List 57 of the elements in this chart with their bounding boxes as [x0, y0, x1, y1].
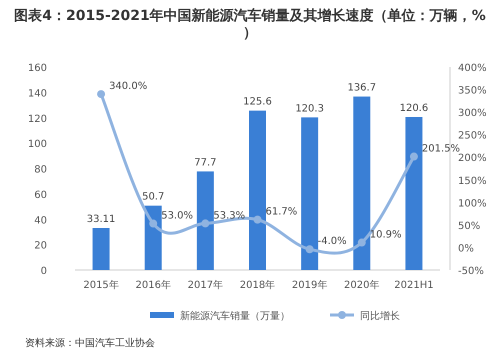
data-label: -4.0% — [318, 236, 347, 248]
data-label: 120.6 — [400, 102, 428, 114]
data-label: 61.7% — [266, 206, 298, 218]
y2-tick-label: -50% — [458, 266, 484, 277]
chart-title: 图表4：2015-2021年中国新能源汽车销量及其增长速度（单位：万辆，%） — [14, 7, 486, 41]
data-label: 77.7 — [194, 157, 216, 168]
x-tick-label: 2016年 — [135, 279, 171, 291]
point — [254, 216, 262, 224]
bar — [249, 110, 266, 270]
y-tick-label: 20 — [34, 240, 47, 252]
x-tick-label: 2021H1 — [394, 280, 434, 291]
bar — [301, 117, 318, 270]
point — [201, 219, 210, 228]
y-tick-label: 100 — [28, 139, 47, 150]
x-tick-label: 2017年 — [188, 279, 224, 291]
bar — [353, 96, 370, 270]
data-label: 125.6 — [243, 96, 272, 108]
y2-tick-label: 150% — [458, 176, 487, 187]
y-tick-label: 140 — [28, 88, 47, 100]
legend-label: 新能源汽车销量（万量） — [180, 310, 290, 322]
x-tick-label: 2018年 — [240, 279, 276, 291]
y2-tick-label: 0% — [458, 243, 474, 254]
data-label: 201.5% — [422, 144, 460, 155]
y2-tick-label: 250% — [458, 130, 487, 142]
data-label: 33.11 — [86, 214, 116, 225]
bar — [405, 116, 422, 270]
data-label: 10.9% — [370, 230, 402, 241]
data-label: 53.3% — [213, 210, 246, 222]
point — [410, 152, 418, 161]
y2-tick-label: 300% — [458, 108, 487, 120]
y2-tick-label: 100% — [458, 198, 487, 210]
point — [149, 220, 158, 228]
data-label: 50.7 — [142, 192, 164, 203]
data-label: 136.7 — [347, 82, 376, 94]
bar — [92, 228, 110, 270]
x-tick-label: 2020年 — [344, 279, 380, 291]
y-tick-label: 60 — [34, 190, 47, 201]
x-tick-label: 2015年 — [83, 279, 119, 291]
legend-label: 同比增长 — [360, 310, 400, 322]
data-label: 340.0% — [109, 81, 148, 92]
y-tick-label: 120 — [28, 114, 47, 125]
point — [306, 245, 314, 254]
y2-tick-label: 400% — [458, 63, 487, 74]
y-tick-label: 40 — [34, 215, 47, 226]
data-label: 120.3 — [295, 103, 324, 114]
x-tick-label: 2019年 — [292, 279, 328, 291]
y2-tick-label: 350% — [458, 86, 487, 97]
text: 资料来源：中国汽车工业协会 — [25, 337, 155, 349]
y2-tick-label: 200% — [458, 153, 487, 164]
bar — [196, 171, 214, 270]
point — [97, 90, 106, 98]
y-tick-label: 160 — [28, 63, 47, 74]
point — [358, 238, 366, 247]
y2-tick-label: 50% — [458, 220, 480, 232]
data-label: 53.0% — [161, 210, 193, 222]
y-tick-label: 0 — [40, 266, 47, 277]
y-tick-label: 80 — [34, 164, 47, 176]
